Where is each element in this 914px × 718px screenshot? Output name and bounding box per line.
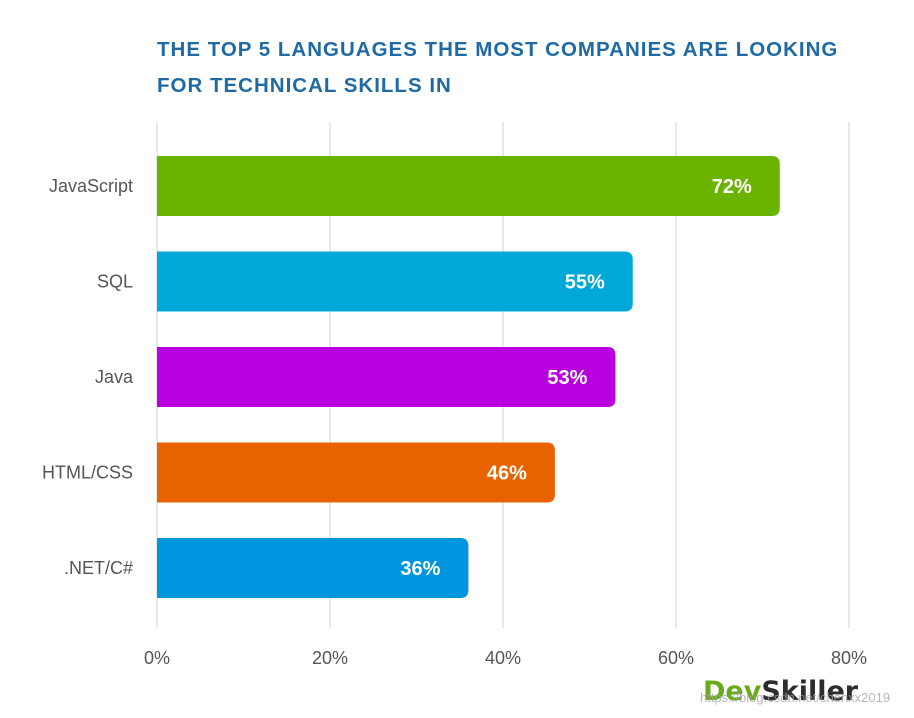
category-label: .NET/C#	[64, 558, 133, 578]
category-label: HTML/CSS	[42, 463, 133, 483]
value-label: 72%	[712, 176, 752, 198]
x-axis-tick-labels: 0% 20% 40% 60% 80%	[144, 648, 867, 668]
x-tick-label-20: 20%	[312, 648, 348, 668]
bar-sql	[157, 251, 633, 312]
x-tick-label-80: 80%	[831, 648, 867, 668]
x-tick-label-0: 0%	[144, 648, 170, 668]
value-label: 46%	[487, 463, 527, 485]
logo-skiller-text: Skiller	[761, 676, 859, 707]
x-tick-label-40: 40%	[485, 648, 521, 668]
chart-title: THE TOP 5 LANGUAGES THE MOST COMPANIES A…	[157, 38, 839, 97]
bar-net-c	[157, 538, 469, 598]
value-label: 53%	[547, 367, 587, 389]
value-label: 36%	[400, 558, 440, 580]
watermark-url: https://blog.csdn.net/chenxx2019	[700, 690, 891, 705]
category-label: SQL	[97, 272, 133, 292]
devskiller-logo: DevSkiller	[703, 674, 858, 710]
bar-html-css	[157, 442, 555, 503]
category-labels: JavaScript SQL Java HTML/CSS .NET/C#	[42, 176, 134, 578]
x-tick-label-60: 60%	[658, 648, 694, 668]
bar-javascript	[157, 156, 780, 216]
value-label: 55%	[565, 272, 605, 294]
category-label: JavaScript	[49, 176, 133, 196]
value-labels: 72% 55% 53% 46% 36%	[400, 176, 752, 580]
bars	[157, 156, 780, 598]
bar-java	[157, 347, 616, 407]
logo-dev-text: Dev	[703, 676, 762, 707]
category-label: Java	[95, 367, 134, 387]
